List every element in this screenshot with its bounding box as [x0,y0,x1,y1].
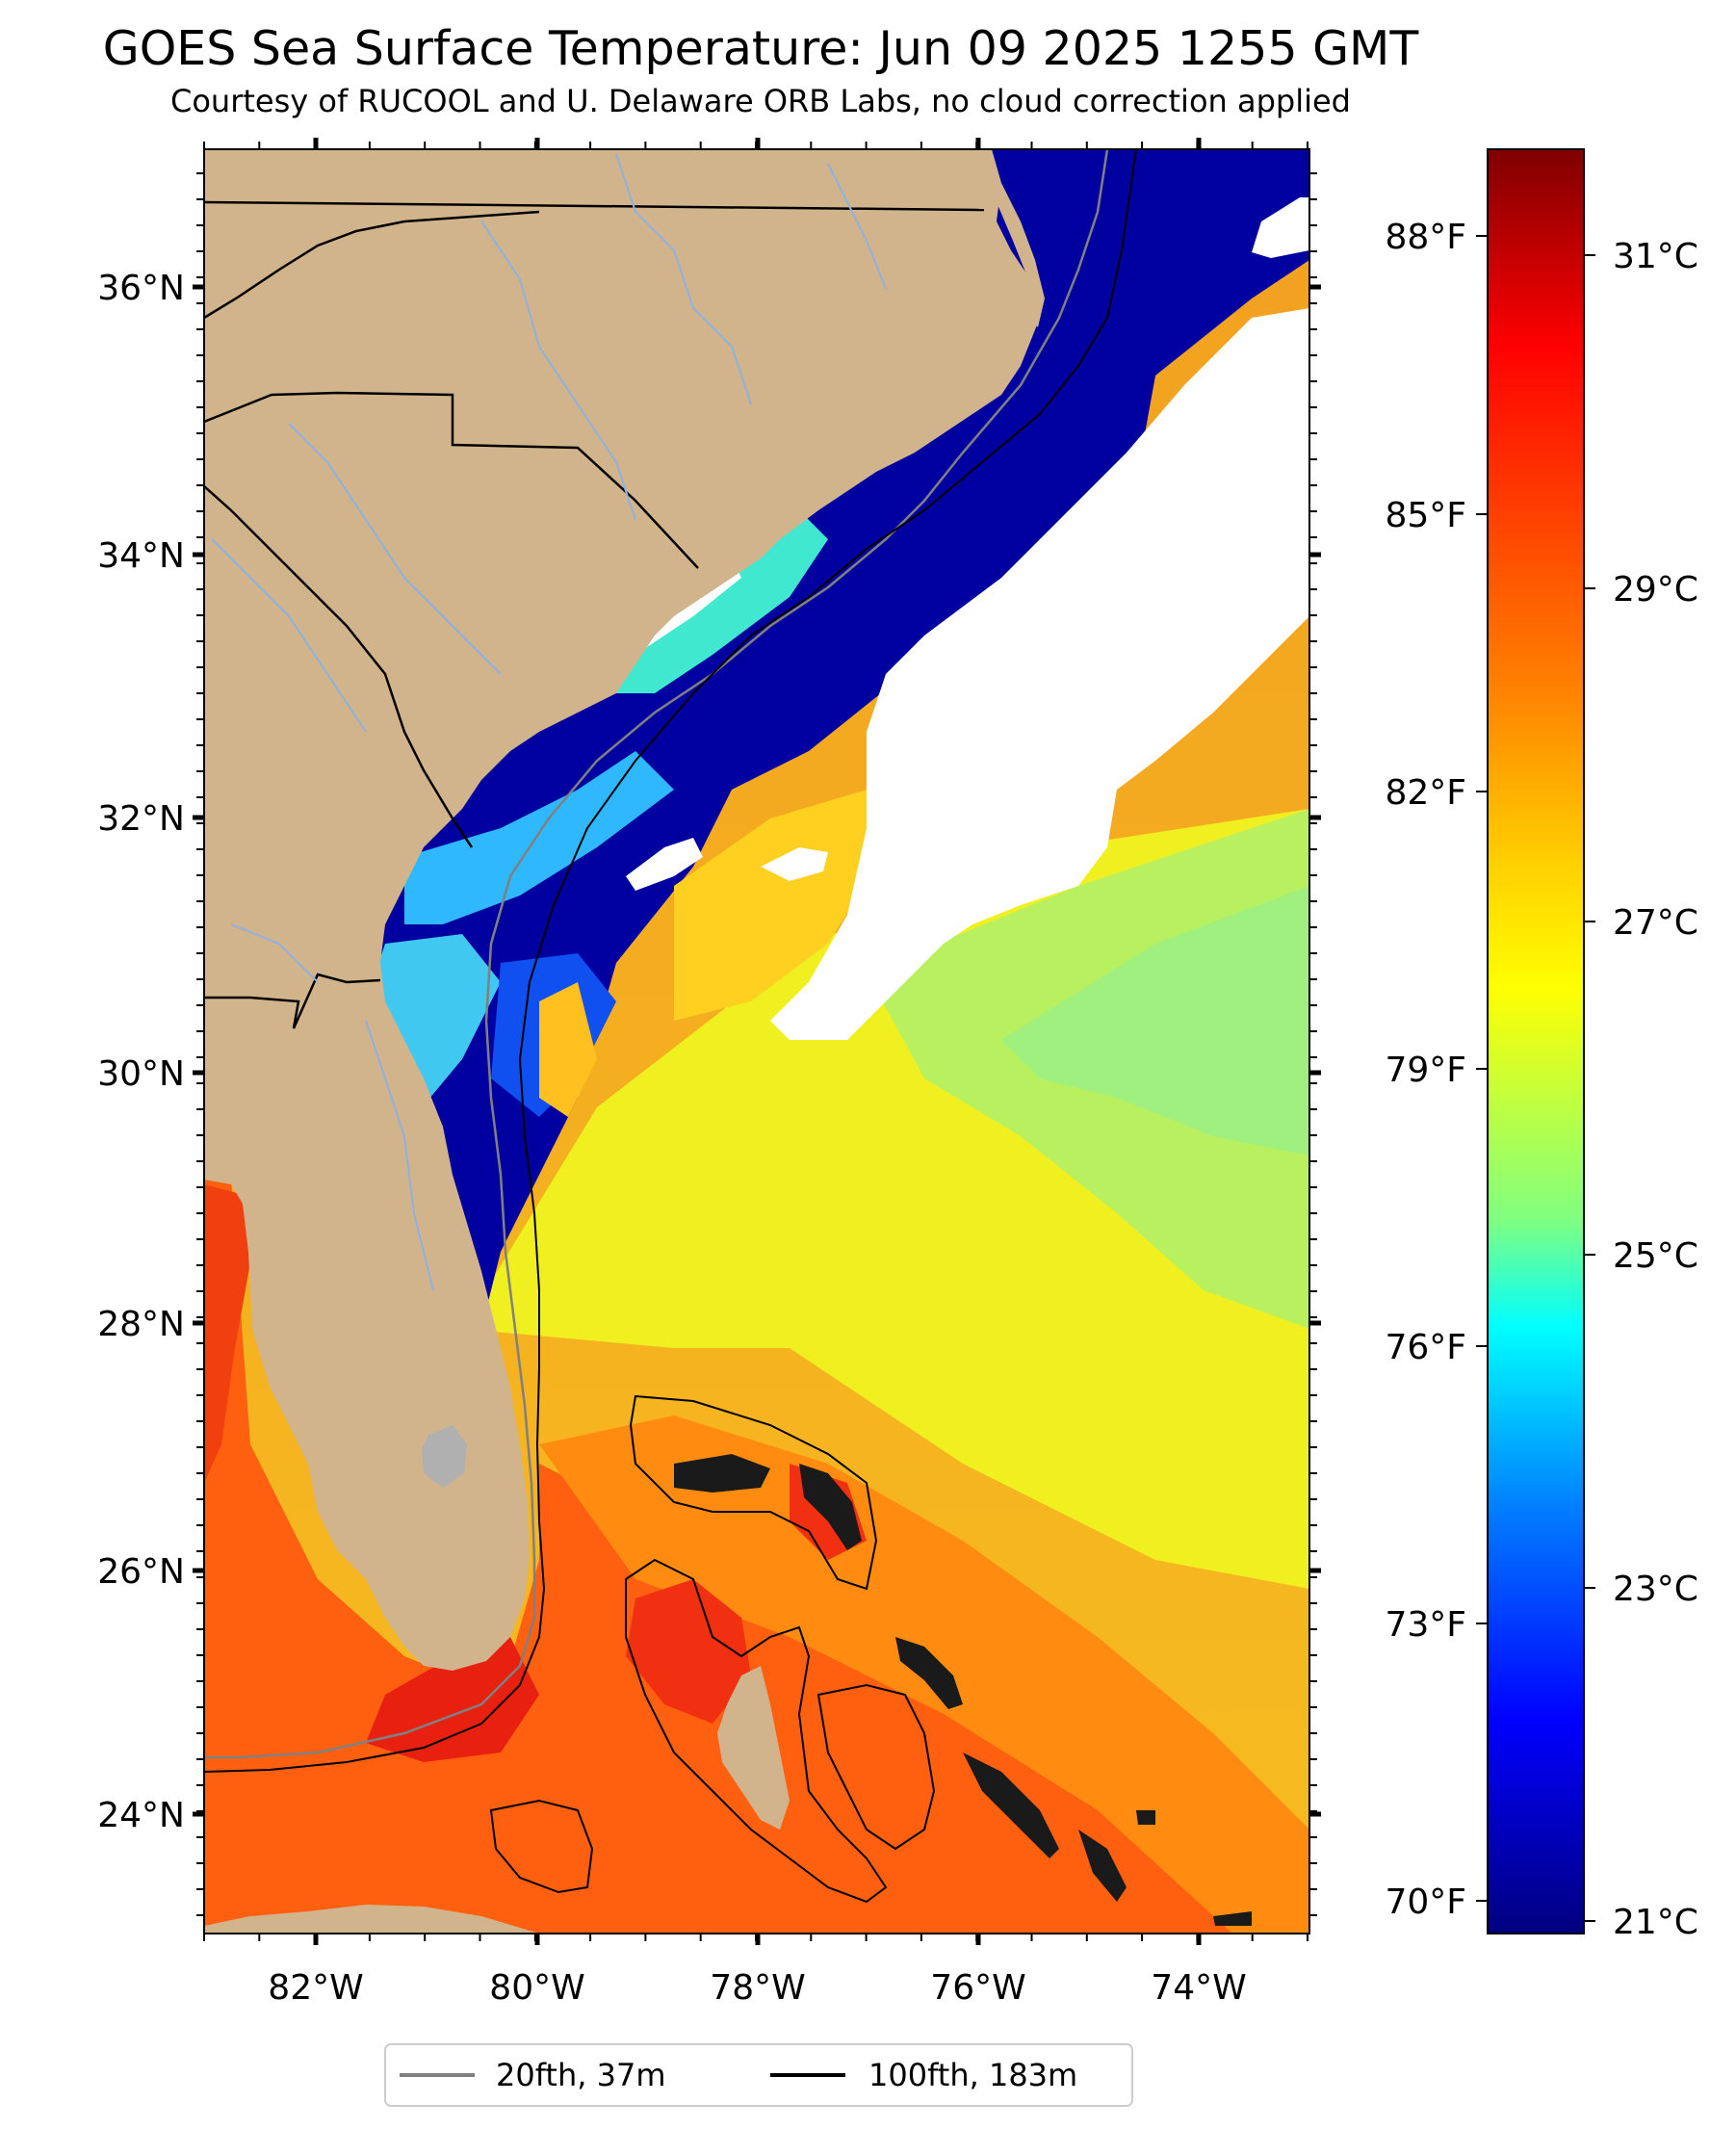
c-label-25: 25°C [1613,1236,1698,1276]
lat-label-26: 26°N [97,1552,185,1592]
cloud-small-2 [761,847,828,881]
map-minor-ticks [196,142,1317,1941]
legend-label-100fth: 100fth, 183m [868,2057,1077,2093]
cloud-large [770,308,1309,1040]
c-label-31: 31°C [1613,237,1698,276]
lat-label-34: 34°N [97,536,185,576]
f-label-73: 73°F [1385,1605,1466,1645]
land-us-mainland [204,149,1040,1671]
bank-little-bahama [629,1394,878,1591]
c-label-21: 21°C [1613,1903,1698,1942]
land-exumas [963,1753,1059,1858]
f-label-85: 85°F [1385,496,1466,535]
cloud-small-1 [626,838,703,891]
lat-label-32: 32°N [97,799,185,839]
c-label-27: 27°C [1613,903,1698,943]
lon-label-74: 74°W [1151,1968,1246,2008]
lon-label-80: 80°W [489,1968,584,2008]
land-outer-banks [997,183,1045,327]
lon-label-76: 76°W [930,1968,1025,2008]
lat-label-24: 24°N [97,1796,185,1835]
lat-label-28: 28°N [97,1305,185,1344]
c-label-23: 23°C [1613,1570,1698,1609]
lon-label-82: 82°W [268,1968,363,2008]
land-abaco [799,1464,862,1550]
cloud-ne-patch [1252,197,1309,258]
bank-exuma [816,1683,936,1851]
sst-red-patch-west [204,1184,252,1483]
f-label-76: 76°F [1385,1328,1466,1367]
f-label-70: 70°F [1385,1882,1466,1922]
map-ticks [193,138,1321,1945]
bank-cay-sal [489,1799,594,1894]
sst-yellow-tongue [539,982,597,1117]
land-long-island [1078,1830,1127,1902]
latitude-labels: 36°N 34°N 32°N 30°N 28°N 26°N 24°N [97,269,185,1835]
land-grand-bahama [674,1454,770,1493]
f-label-82: 82°F [1385,773,1466,813]
lat-label-30: 30°N [97,1054,185,1094]
f-label-88: 88°F [1385,218,1466,257]
isobath-100fth [204,149,1137,1773]
sst-cyan-nearshore-2 [404,751,674,924]
longitude-labels: 82°W 80°W 78°W 76°W 74°W [268,1968,1246,2008]
land-eleuthera [895,1637,963,1709]
land-andros [717,1666,790,1830]
fahrenheit-axis: 88°F 85°F 82°F 79°F 76°F 73°F 70°F [1385,218,1488,1922]
sst-green-eddies [1001,886,1309,1155]
map-title: GOES Sea Surface Temperature: Jun 09 202… [102,21,1419,76]
sst-map [204,149,1309,1934]
land-cuba [204,1905,539,1934]
map-subtitle: Courtesy of RUCOOL and U. Delaware ORB L… [170,83,1351,119]
lon-label-78: 78°W [710,1968,805,2008]
land-small-cay [1136,1810,1155,1825]
sst-red-patch-bahamas [626,1579,751,1724]
lat-label-36: 36°N [97,269,185,308]
land-inagua [1213,1911,1252,1926]
isobath-20fth [204,149,1109,1759]
legend-label-20fth: 20fth, 37m [496,2057,665,2093]
sst-yellow-mid [674,790,876,1021]
legend: 20fth, 37m 100fth, 183m [384,2043,1133,2107]
rivers [211,153,887,1291]
lake-okeechobee [422,1425,467,1488]
celsius-axis: 31°C 29°C 27°C 25°C 23°C 21°C [1584,237,1698,1942]
bank-great-bahama [625,1558,888,1904]
c-label-29: 29°C [1613,570,1698,610]
colorbar [1487,148,1585,1934]
f-label-79: 79°F [1385,1051,1466,1090]
legend-box [384,2043,1133,2107]
